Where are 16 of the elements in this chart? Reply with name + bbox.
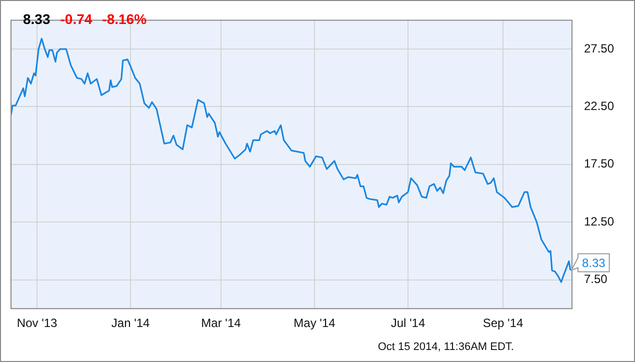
x-tick-label: Jul '14 (390, 316, 426, 330)
y-tick-label: 22.50 (584, 99, 614, 114)
annotation: -8.16% (102, 11, 147, 27)
x-tick-label: Mar '14 (201, 316, 242, 330)
annotation: 8.33 (23, 11, 50, 27)
text: Oct 15 2014, 11:36AM EDT. (378, 341, 514, 353)
x-tick-label: Sep '14 (482, 316, 524, 330)
x-tick-label: May '14 (294, 316, 336, 330)
annotation: -0.74 (60, 11, 92, 27)
y-tick-label: 7.50 (584, 272, 608, 286)
x-tick-label: Jan '14 (111, 316, 150, 330)
y-tick-label: 17.50 (584, 156, 614, 171)
annotation: 8.33 (582, 256, 606, 270)
y-tick-label: 12.50 (584, 214, 614, 228)
x-tick-label: Nov '13 (16, 316, 58, 330)
y-tick-label: 27.50 (584, 41, 614, 56)
